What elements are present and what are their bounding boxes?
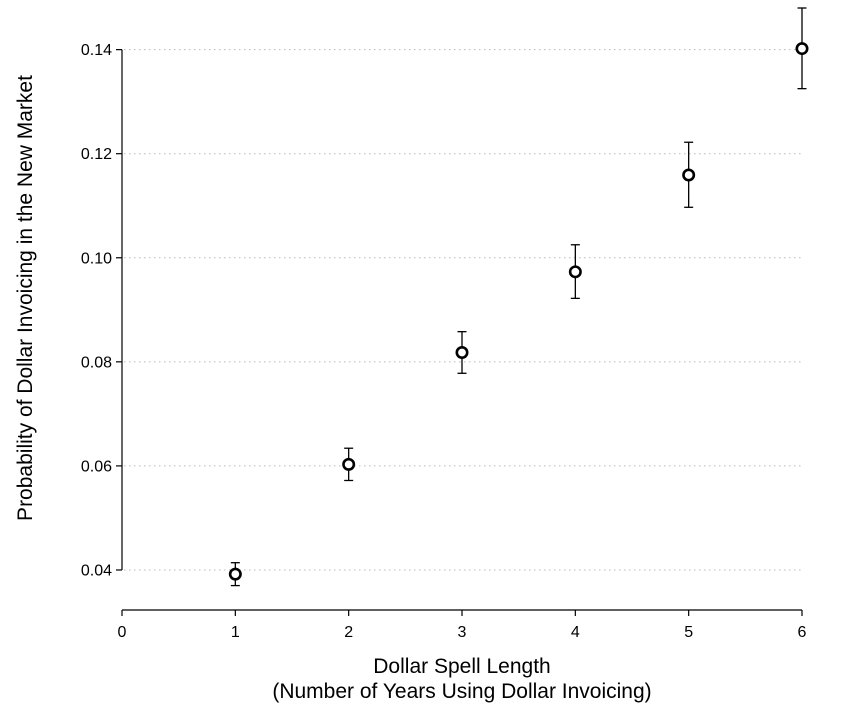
x-tick-label: 5 <box>684 624 693 641</box>
y-axis-title: Probability of Dollar Invoicing in the N… <box>14 75 37 521</box>
x-tick-label: 2 <box>344 624 353 641</box>
y-tick-label: 0.10 <box>81 250 112 267</box>
y-tick-label: 0.14 <box>81 42 112 59</box>
y-tick-label: 0.04 <box>81 562 112 579</box>
x-tick-label: 1 <box>231 624 240 641</box>
x-tick-label: 3 <box>458 624 467 641</box>
error-bars <box>230 7 807 587</box>
data-points <box>228 42 809 581</box>
x-axis-title: Dollar Spell Length <box>373 655 550 678</box>
x-axis: 0 1 2 3 4 5 6 <box>118 609 807 641</box>
y-tick-label: 0.06 <box>81 458 112 475</box>
y-axis: 0.04 0.06 0.08 0.10 0.12 0.14 <box>81 42 123 579</box>
data-point-marker <box>455 345 469 359</box>
gridlines <box>124 49 802 571</box>
data-point-marker <box>342 457 356 471</box>
y-tick-label: 0.08 <box>81 354 112 371</box>
x-tick-label: 0 <box>118 624 127 641</box>
x-tick-label: 6 <box>798 624 807 641</box>
data-point-marker <box>228 567 242 581</box>
data-point-marker <box>568 265 582 279</box>
data-point-marker <box>795 42 809 56</box>
y-tick-label: 0.12 <box>81 146 112 163</box>
data-point-marker <box>682 168 696 182</box>
x-axis-subtitle: (Number of Years Using Dollar Invoicing) <box>272 680 651 703</box>
x-tick-label: 4 <box>571 624 580 641</box>
